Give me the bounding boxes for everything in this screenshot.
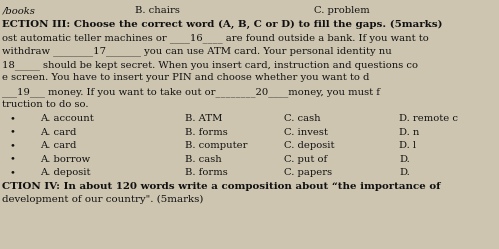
Text: D.: D. — [399, 168, 410, 177]
Text: •: • — [10, 114, 16, 123]
Text: D. l: D. l — [399, 141, 416, 150]
Text: A. account: A. account — [40, 114, 94, 123]
Text: B. forms: B. forms — [185, 168, 228, 177]
Text: •: • — [10, 168, 16, 177]
Text: ost automatic teller machines or ____16____ are found outside a bank. If you wan: ost automatic teller machines or ____16_… — [2, 33, 429, 43]
Text: C. invest: C. invest — [284, 128, 328, 137]
Text: withdraw ________17_______ you can use ATM card. Your personal identity nu: withdraw ________17_______ you can use A… — [2, 47, 392, 56]
Text: B. computer: B. computer — [185, 141, 247, 150]
Text: C. papers: C. papers — [284, 168, 332, 177]
Text: A. borrow: A. borrow — [40, 155, 90, 164]
Text: /books: /books — [2, 6, 35, 15]
Text: D. n: D. n — [399, 128, 420, 137]
Text: A. card: A. card — [40, 128, 76, 137]
Text: •: • — [10, 128, 16, 137]
Text: 18_____ should be kept secret. When you insert card, instruction and questions c: 18_____ should be kept secret. When you … — [2, 60, 419, 70]
Text: ___19___ money. If you want to take out or________20____money, you must f: ___19___ money. If you want to take out … — [2, 87, 381, 97]
Text: C. problem: C. problem — [314, 6, 370, 15]
Text: B. ATM: B. ATM — [185, 114, 222, 123]
Text: B. chairs: B. chairs — [135, 6, 180, 15]
Text: truction to do so.: truction to do so. — [2, 100, 89, 109]
Text: CTION IV: In about 120 words write a composition about “the importance of: CTION IV: In about 120 words write a com… — [2, 182, 441, 190]
Text: •: • — [10, 141, 16, 150]
Text: e screen. You have to insert your PIN and choose whether you want to d: e screen. You have to insert your PIN an… — [2, 73, 370, 82]
Text: A. card: A. card — [40, 141, 76, 150]
Text: D. remote c: D. remote c — [399, 114, 458, 123]
Text: development of our country". (5marks): development of our country". (5marks) — [2, 195, 204, 204]
Text: C. cash: C. cash — [284, 114, 321, 123]
Text: C. put of: C. put of — [284, 155, 328, 164]
Text: B. forms: B. forms — [185, 128, 228, 137]
Text: A. deposit: A. deposit — [40, 168, 90, 177]
Text: D.: D. — [399, 155, 410, 164]
Text: •: • — [10, 155, 16, 164]
Text: C. deposit: C. deposit — [284, 141, 335, 150]
Text: ECTION III: Choose the correct word (A, B, C or D) to fill the gaps. (5marks): ECTION III: Choose the correct word (A, … — [2, 20, 443, 29]
Text: B. cash: B. cash — [185, 155, 222, 164]
